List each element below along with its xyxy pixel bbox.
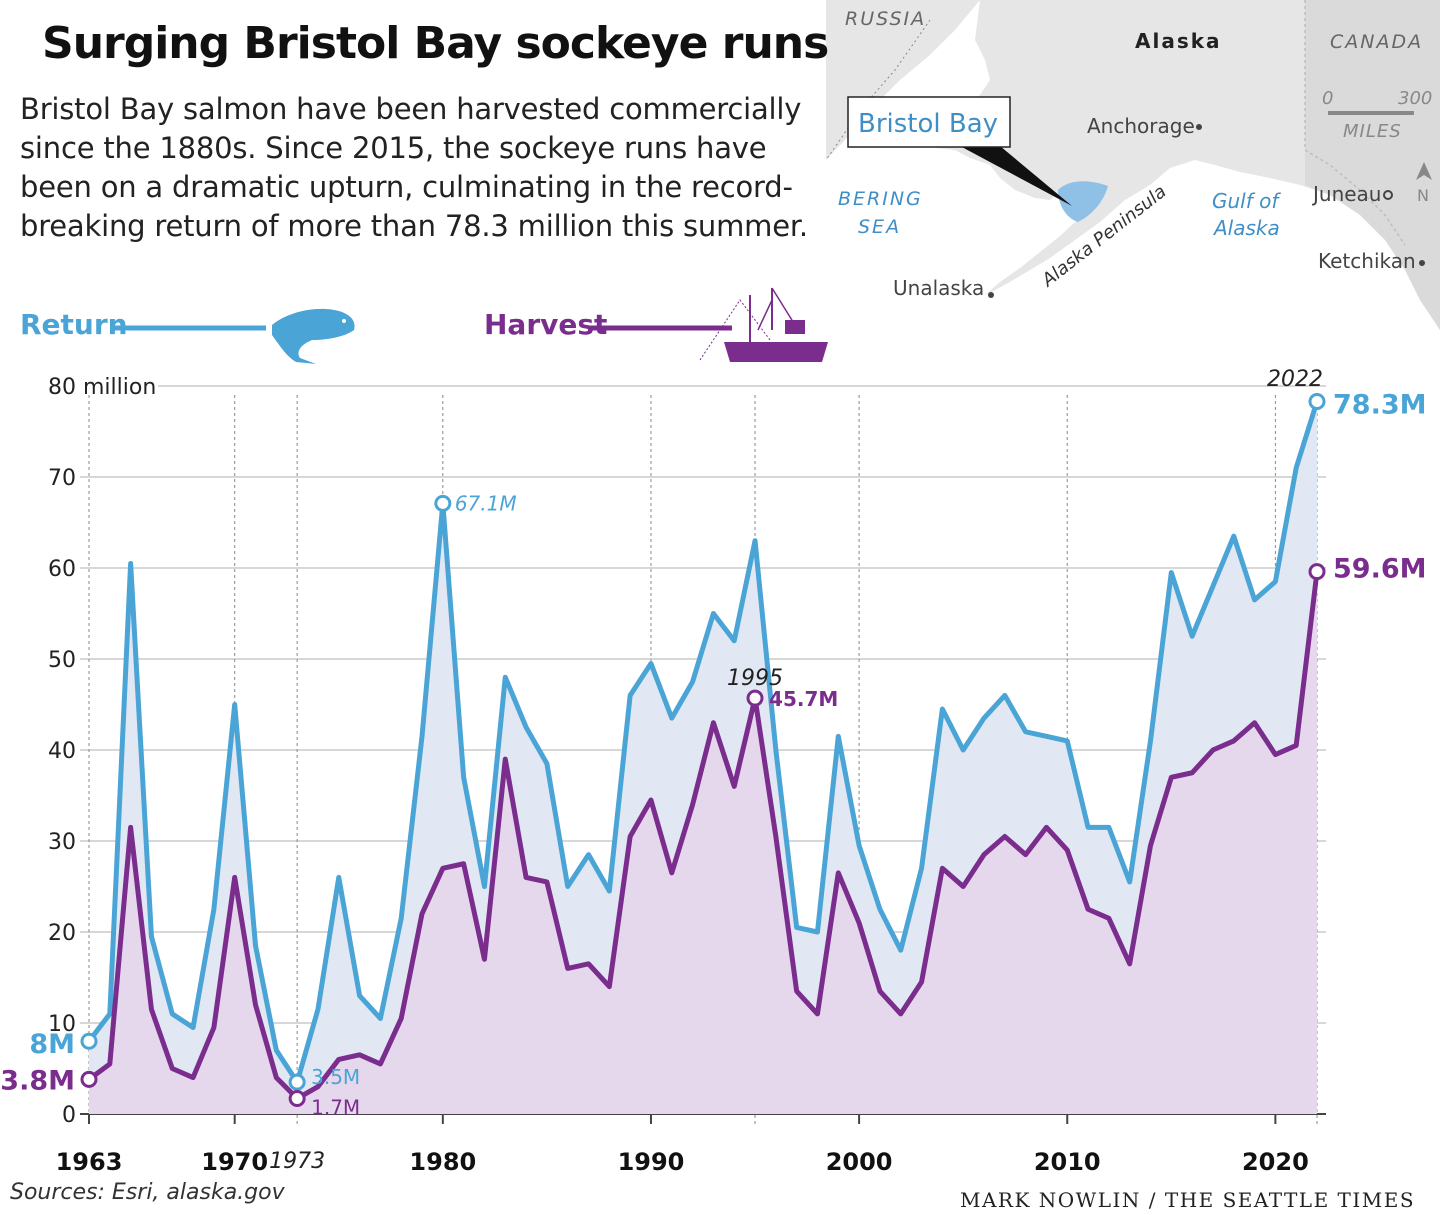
x-tick-label: 1963 [56, 1148, 123, 1176]
data-label: 59.6M [1333, 554, 1427, 585]
map-canada-land [1305, 0, 1440, 330]
credit-line: MARK NOWLIN / THE SEATTLE TIMES [960, 1188, 1416, 1212]
data-point-marker [1308, 563, 1326, 581]
chart-title: Surging Bristol Bay sockeye runs [42, 18, 829, 69]
map-scale-unit: MILES [1343, 121, 1402, 142]
map-callout-pointer [960, 146, 1072, 206]
data-label: 78.3M [1333, 389, 1427, 420]
legend-harvest-label: Harvest [484, 308, 608, 341]
sources-note: Sources: Esri, alaska.gov [10, 1180, 285, 1205]
data-label: 3.5M [311, 1065, 360, 1089]
x-tick-label: 2020 [1242, 1148, 1309, 1176]
data-label: 45.7M [769, 687, 838, 711]
salmon-icon [272, 308, 355, 364]
map-bristol-bay-water [1058, 181, 1108, 222]
legend-return-label: Return [20, 308, 128, 341]
map-canada-border [1304, 0, 1406, 246]
map-ketchikan-dot [1419, 260, 1425, 266]
map-scale-min: 0 [1322, 88, 1333, 109]
map-unalaska-dot [988, 292, 994, 298]
x-tick-label: 1990 [618, 1148, 685, 1176]
map-label-north: N [1417, 186, 1429, 205]
x-tick-label: 1980 [409, 1148, 476, 1176]
data-label: 8M [29, 1029, 75, 1060]
data-point-marker [1308, 392, 1326, 410]
data-label: 3.8M [0, 1065, 75, 1096]
map-label-canada: CANADA [1330, 31, 1423, 53]
y-tick-label: 80 million [48, 375, 156, 400]
map-label-unalaska: Unalaska [893, 276, 984, 300]
data-point-marker [80, 1070, 98, 1088]
map-dateline [825, 19, 931, 161]
data-point-marker [288, 1090, 306, 1108]
locator-map: RUSSIA Alaska CANADA Bristol Bay Anchora… [825, 0, 1440, 330]
data-point-marker [434, 494, 452, 512]
year-callout-label: 1995 [727, 666, 783, 691]
chart-subtitle: Bristol Bay salmon have been harvested c… [20, 92, 808, 243]
x-tick-label: 2010 [1034, 1148, 1101, 1176]
y-tick-label: 50 [48, 648, 76, 673]
map-russia-land [826, 0, 980, 160]
map-label-ketchikan: Ketchikan [1318, 249, 1416, 273]
map-bristol-bay-box [847, 96, 1011, 148]
map-label-gulf-1: Gulf of [1212, 189, 1281, 213]
x-tick-label: 1970 [201, 1148, 268, 1176]
harvest-area [89, 571, 1317, 1114]
map-juneau-dot [1383, 190, 1393, 200]
map-label-juneau: Juneau [1311, 182, 1382, 206]
y-tick-label: 0 [62, 1103, 76, 1128]
y-tick-label: 10 [48, 1012, 76, 1037]
map-anchorage-dot [1196, 124, 1202, 130]
year-callout-label: 2022 [1267, 367, 1323, 392]
map-label-anchorage: Anchorage [1087, 114, 1195, 138]
data-point-marker [288, 1073, 306, 1091]
y-tick-label: 30 [48, 830, 76, 855]
data-point-marker [80, 1032, 98, 1050]
map-label-alaska: Alaska [1135, 29, 1222, 53]
fishing-boat-icon [699, 287, 828, 362]
data-label: 67.1M [455, 491, 517, 515]
x-tick-label: 2000 [826, 1148, 893, 1176]
year-callout-label: 1973 [269, 1149, 325, 1174]
y-tick-label: 20 [48, 921, 76, 946]
map-label-russia: RUSSIA [845, 8, 926, 30]
y-tick-label: 40 [48, 739, 76, 764]
map-scale-max: 300 [1398, 88, 1432, 109]
data-label: 1.7M [311, 1096, 360, 1120]
map-label-gulf-2: Alaska [1212, 216, 1280, 240]
y-tick-label: 70 [48, 466, 76, 491]
map-label-bering-1: BERING [838, 188, 923, 210]
north-arrow-icon [1416, 162, 1432, 180]
map-label-bristol-bay: Bristol Bay [858, 109, 998, 139]
data-point-marker [746, 689, 764, 707]
legend-graphics [112, 287, 828, 364]
map-label-bering-2: SEA [858, 216, 901, 238]
y-tick-label: 60 [48, 557, 76, 582]
